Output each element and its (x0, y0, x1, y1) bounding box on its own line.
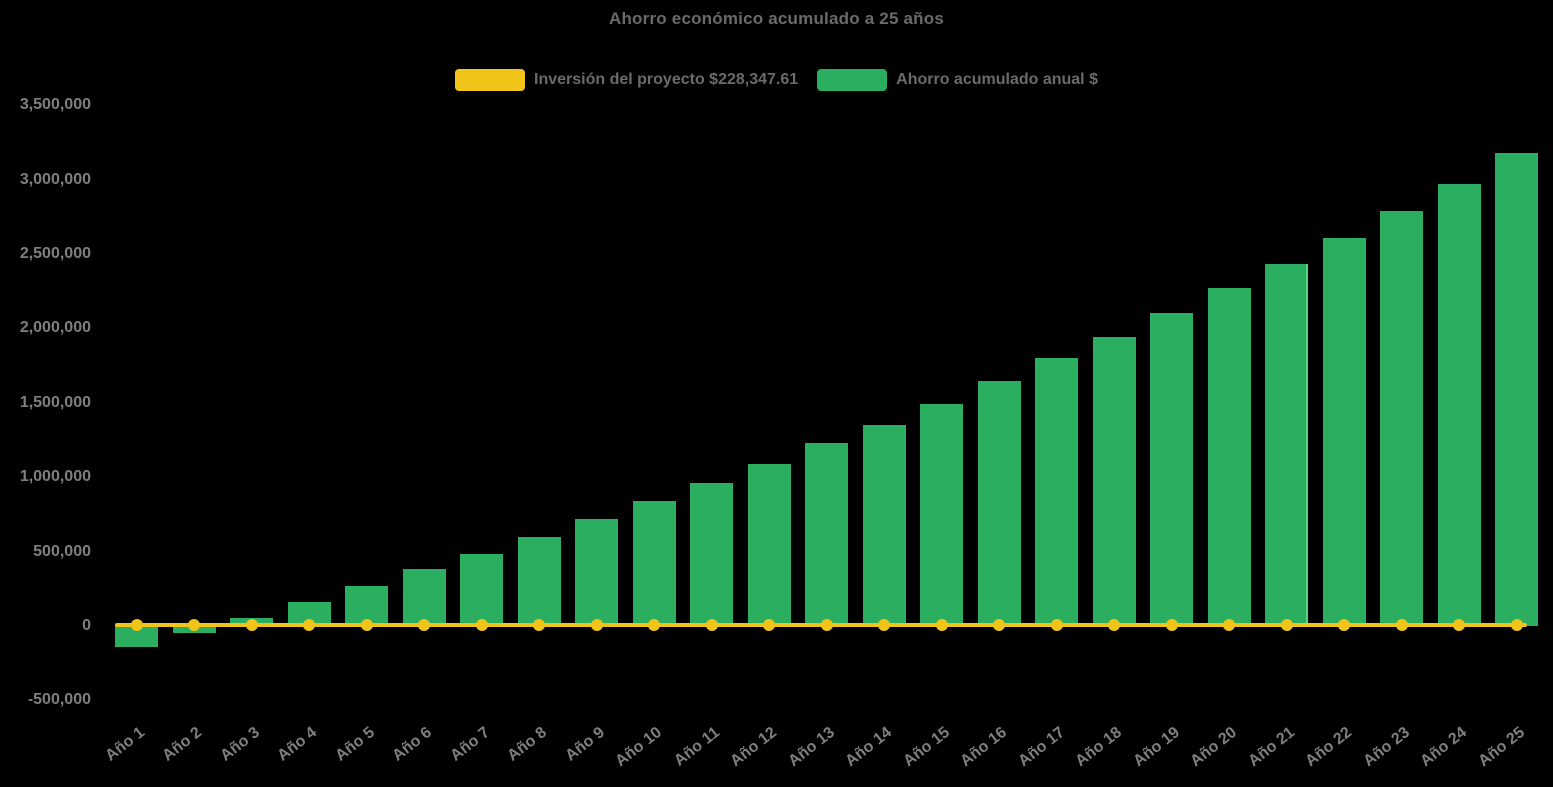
investment-line-point[interactable] (1453, 619, 1465, 631)
bar-año-12[interactable] (747, 463, 791, 626)
bar-año-14[interactable] (862, 424, 906, 626)
investment-line-point[interactable] (993, 619, 1005, 631)
bar-año-15[interactable] (920, 403, 963, 626)
legend-swatch-ahorro (817, 69, 888, 91)
y-axis-tick-label: 0 (82, 617, 91, 634)
bar-año-11[interactable] (690, 483, 733, 626)
bar-año-9[interactable] (575, 519, 618, 626)
bar-año-6[interactable] (402, 569, 446, 626)
bar-año-25[interactable] (1495, 152, 1538, 626)
investment-line-point[interactable] (418, 619, 430, 631)
investment-line-point[interactable] (705, 619, 718, 631)
y-axis-tick-label: 2,500,000 (19, 245, 91, 262)
investment-line-point[interactable] (533, 619, 545, 631)
investment-line-point[interactable] (648, 619, 660, 631)
legend-item-ahorro[interactable]: Ahorro acumulado anual $ (817, 69, 1098, 91)
investment-line-point[interactable] (475, 619, 488, 631)
chart-title: Ahorro económico acumulado a 25 años (609, 9, 944, 28)
bar-año-23[interactable] (1380, 210, 1423, 626)
legend: Inversión del proyecto $228,347.61 Ahorro… (0, 69, 1553, 91)
bar-año-21[interactable] (1265, 263, 1308, 626)
legend-label-ahorro: Ahorro acumulado anual $ (896, 71, 1098, 88)
bar-año-22[interactable] (1322, 238, 1366, 626)
investment-line-point[interactable] (1280, 619, 1293, 631)
bar-año-17[interactable] (1035, 358, 1078, 626)
bar-año-24[interactable] (1437, 184, 1481, 626)
bar-año-16[interactable] (977, 381, 1021, 626)
investment-line-point[interactable] (1510, 619, 1523, 631)
investment-line-point[interactable] (1108, 619, 1120, 631)
investment-line-point[interactable] (130, 619, 143, 631)
investment-line-point[interactable] (820, 619, 833, 631)
investment-line-point[interactable] (1395, 619, 1408, 631)
y-axis-tick-label: 3,000,000 (19, 170, 91, 188)
bar-año-1[interactable] (115, 626, 158, 647)
legend-swatch-inversion (455, 69, 526, 91)
y-axis-tick-label: 1,500,000 (19, 393, 91, 411)
bar-año-13[interactable] (805, 443, 848, 626)
investment-line-point[interactable] (935, 619, 948, 631)
bar-año-4[interactable] (287, 602, 331, 626)
investment-line-point[interactable] (1223, 619, 1235, 631)
investment-line-point[interactable] (878, 619, 890, 631)
y-axis-tick-label: 2,000,000 (19, 319, 91, 337)
investment-line-point[interactable] (590, 619, 603, 631)
investment-line-point[interactable] (360, 619, 373, 631)
legend-label-inversion: Inversión del proyecto $228,347.61 (534, 71, 799, 88)
investment-line-point[interactable] (303, 619, 315, 631)
investment-line-point[interactable] (188, 619, 200, 631)
investment-line-point[interactable] (1165, 619, 1178, 631)
investment-line-point[interactable] (763, 619, 775, 631)
y-axis-tick-label: 1,000,000 (19, 468, 91, 486)
investment-line-point[interactable] (1338, 619, 1350, 631)
investment-line-point[interactable] (245, 619, 258, 631)
bar-año-7[interactable] (460, 553, 503, 626)
legend-item-inversion[interactable]: Inversión del proyecto $228,347.61 (455, 69, 798, 91)
y-axis-tick-label: 500,000 (33, 542, 91, 560)
y-axis-tick-label: 3,500,000 (19, 96, 91, 114)
bar-año-20[interactable] (1207, 288, 1251, 626)
bar-año-19[interactable] (1150, 313, 1193, 626)
bar-año-10[interactable] (632, 501, 676, 626)
investment-line-point[interactable] (1050, 619, 1063, 631)
bar-año-8[interactable] (517, 537, 561, 626)
bar-año-18[interactable] (1092, 336, 1136, 626)
y-axis-tick-label: -500,000 (27, 691, 91, 709)
